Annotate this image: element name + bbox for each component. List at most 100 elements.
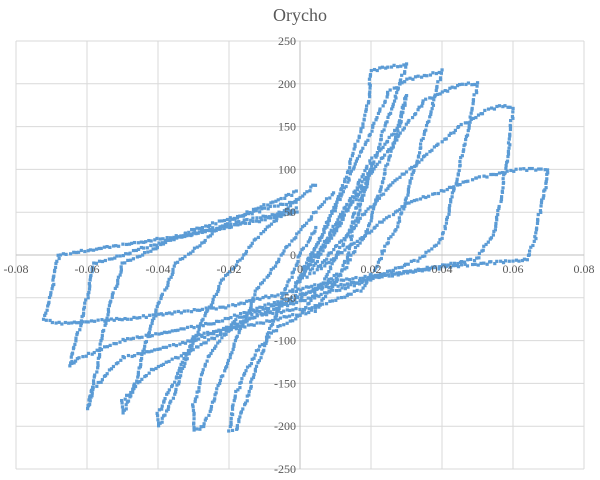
- data-point: [380, 275, 384, 279]
- data-point: [357, 154, 361, 158]
- data-point: [327, 239, 331, 243]
- data-point: [68, 364, 72, 368]
- data-point: [199, 373, 204, 377]
- y-tick-label: 100: [278, 162, 296, 176]
- data-point: [86, 296, 90, 300]
- data-point: [261, 295, 265, 300]
- data-point: [149, 239, 153, 243]
- data-point: [74, 339, 78, 343]
- data-point: [348, 160, 352, 164]
- data-point: [229, 420, 233, 424]
- data-point: [371, 207, 376, 211]
- data-point: [308, 272, 312, 276]
- data-point: [359, 149, 364, 153]
- data-point: [215, 387, 219, 391]
- data-point: [218, 281, 222, 285]
- data-point: [292, 190, 296, 194]
- data-point: [54, 321, 58, 325]
- data-point: [177, 380, 181, 384]
- data-point: [187, 352, 191, 356]
- data-point: [327, 260, 331, 265]
- data-point: [130, 354, 134, 359]
- data-point: [400, 265, 404, 269]
- data-point: [438, 78, 443, 82]
- data-point: [148, 327, 152, 331]
- data-point: [193, 397, 198, 401]
- data-point: [265, 313, 269, 317]
- data-point: [202, 341, 206, 345]
- data-point: [376, 260, 380, 264]
- data-point: [493, 228, 497, 232]
- data-point: [475, 81, 480, 85]
- data-point: [391, 268, 395, 273]
- data-point: [329, 267, 333, 271]
- data-point: [291, 208, 295, 212]
- data-point: [191, 231, 195, 235]
- data-point: [375, 68, 379, 73]
- data-point: [443, 224, 447, 229]
- data-point: [272, 307, 276, 311]
- data-point: [336, 284, 340, 288]
- data-point: [270, 294, 274, 298]
- data-point: [105, 372, 109, 376]
- data-point: [420, 158, 424, 162]
- data-point: [458, 159, 462, 164]
- data-point: [429, 112, 433, 116]
- data-point: [419, 138, 424, 142]
- data-point: [352, 221, 356, 225]
- data-point: [317, 236, 321, 241]
- data-point: [433, 95, 437, 99]
- data-point: [216, 383, 220, 388]
- data-point: [389, 65, 394, 69]
- data-point: [298, 307, 302, 312]
- data-point: [440, 90, 444, 94]
- data-point: [512, 169, 516, 173]
- data-point: [176, 260, 180, 264]
- data-point: [326, 222, 330, 227]
- data-point: [176, 371, 180, 376]
- data-point: [347, 245, 351, 249]
- data-point: [464, 82, 468, 87]
- data-point: [83, 301, 87, 305]
- data-point: [336, 195, 340, 199]
- data-point: [260, 343, 264, 347]
- data-point: [290, 299, 294, 304]
- data-point: [203, 335, 207, 339]
- data-point: [269, 222, 274, 226]
- data-point: [328, 299, 332, 303]
- data-point: [329, 251, 333, 255]
- data-point: [251, 308, 256, 312]
- data-point: [417, 151, 422, 155]
- data-point: [335, 229, 339, 233]
- data-point: [261, 321, 266, 325]
- data-point: [439, 189, 443, 193]
- data-point: [405, 201, 409, 205]
- data-point: [370, 129, 374, 133]
- data-point: [332, 205, 336, 210]
- data-point: [370, 210, 374, 214]
- data-point: [208, 409, 212, 413]
- data-point: [369, 278, 373, 282]
- data-point: [326, 279, 330, 283]
- data-point: [107, 304, 112, 308]
- data-point: [209, 306, 213, 310]
- data-point: [449, 185, 453, 190]
- data-point: [338, 245, 342, 250]
- data-point: [453, 128, 457, 132]
- data-point: [390, 274, 395, 278]
- data-point: [303, 264, 307, 269]
- data-point: [337, 251, 342, 255]
- data-point: [500, 170, 505, 175]
- data-point: [79, 324, 83, 328]
- data-point: [497, 204, 501, 209]
- data-point: [332, 259, 336, 263]
- data-point: [349, 253, 353, 257]
- data-point: [172, 264, 176, 268]
- data-point: [333, 209, 337, 213]
- data-point: [499, 197, 504, 202]
- data-point: [135, 335, 139, 339]
- data-point: [167, 359, 171, 364]
- data-point: [440, 68, 444, 72]
- data-point: [363, 234, 367, 238]
- data-point: [324, 197, 329, 201]
